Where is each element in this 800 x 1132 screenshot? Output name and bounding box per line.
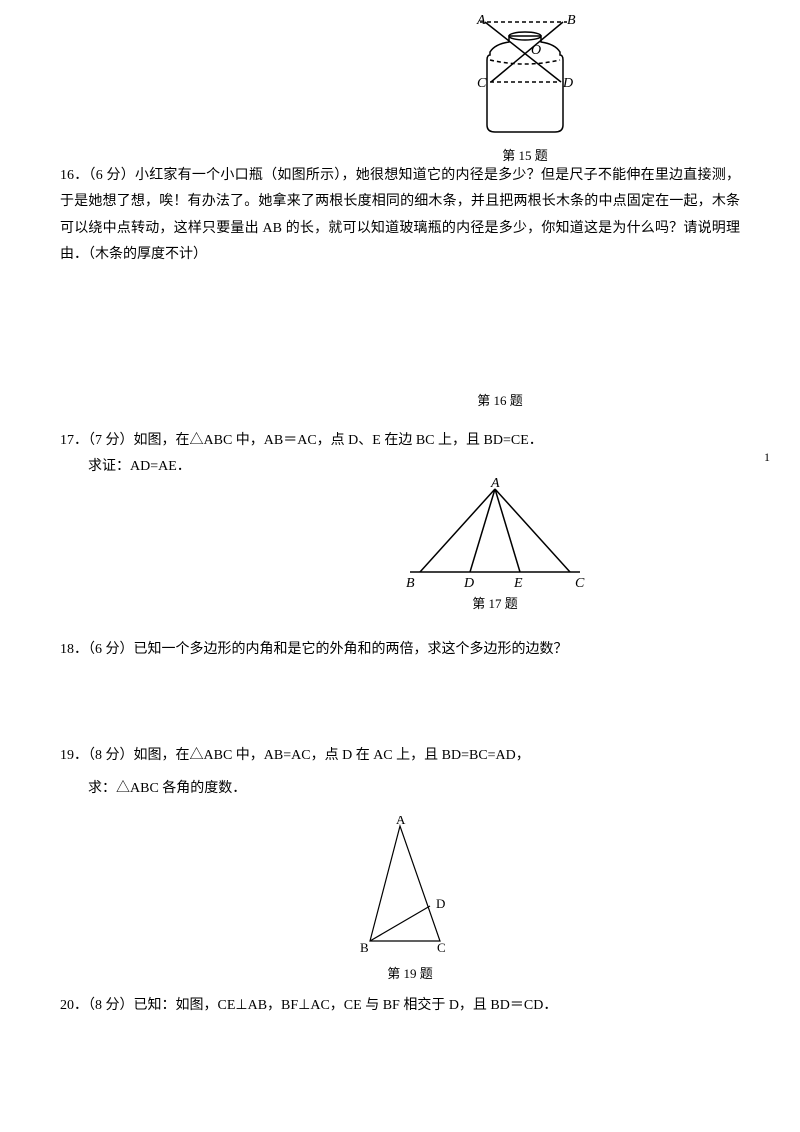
label-C19: C xyxy=(437,940,446,955)
q17-num: 17． xyxy=(60,433,88,448)
q18-num: 18． xyxy=(60,642,88,657)
label-C: C xyxy=(477,76,487,91)
label-A19: A xyxy=(396,816,406,827)
label-D19: D xyxy=(436,896,445,911)
q19-line2: 求：△ABC 各角的度数． xyxy=(88,781,246,796)
q17-points: （7 分） xyxy=(88,433,134,448)
q17-line1: 如图，在△ABC 中，AB＝AC，点 D、E 在边 BC 上，且 BD=CE． xyxy=(134,433,543,448)
label-B17: B xyxy=(406,576,415,591)
figure-16-caption: 第 16 题 xyxy=(440,389,560,414)
q20-num: 20． xyxy=(60,998,88,1013)
triangle-17: A B C D E xyxy=(390,477,600,592)
q18-points: （6 分） xyxy=(88,642,134,657)
figure-17-caption: 第 17 题 xyxy=(472,592,518,617)
question-17: 17．（7 分）如图，在△ABC 中，AB＝AC，点 D、E 在边 BC 上，且… xyxy=(60,428,740,481)
figure-19-caption: 第 19 题 xyxy=(387,962,433,987)
question-18: 18．（6 分）已知一个多边形的内角和是它的外角和的两倍，求这个多边形的边数？ xyxy=(60,637,740,664)
figure-17: A B C D E 第 17 题 xyxy=(380,477,610,617)
q16-text: 小红家有一个小口瓶（如图所示），她很想知道它的内径是多少？但是尺子不能伸在里边直… xyxy=(60,168,740,263)
question-19: 19．（8 分）如图，在△ABC 中，AB=AC，点 D 在 AC 上，且 BD… xyxy=(60,743,740,802)
label-O: O xyxy=(531,43,541,58)
q17-line2: 求证：AD=AE． xyxy=(88,459,191,474)
page-number: 1 xyxy=(764,446,770,469)
label-B19: B xyxy=(360,940,369,955)
label-D17: D xyxy=(463,576,474,591)
label-B: B xyxy=(567,13,576,28)
q19-num: 19． xyxy=(60,748,88,763)
label-C17: C xyxy=(575,576,585,591)
label-D: D xyxy=(562,76,573,91)
question-20: 20．（8 分）已知：如图，CE⊥AB，BF⊥AC，CE 与 BF 相交于 D，… xyxy=(60,993,740,1020)
question-16: 16．（6 分）小红家有一个小口瓶（如图所示），她很想知道它的内径是多少？但是尺… xyxy=(60,163,740,269)
figure-15: A B O C D 第 15 题 xyxy=(440,10,610,169)
q19-points: （8 分） xyxy=(88,748,134,763)
q19-line1: 如图，在△ABC 中，AB=AC，点 D 在 AC 上，且 BD=BC=AD， xyxy=(134,748,530,763)
figure-19: A B C D 第 19 题 xyxy=(320,816,500,987)
q20-points: （8 分） xyxy=(88,998,134,1013)
label-A: A xyxy=(476,13,486,28)
triangle-19: A B C D xyxy=(335,816,485,956)
q16-num: 16． xyxy=(60,168,88,183)
q20-text: 已知：如图，CE⊥AB，BF⊥AC，CE 与 BF 相交于 D，且 BD＝CD． xyxy=(134,998,558,1013)
bottle-diagram: A B O C D xyxy=(455,10,595,140)
label-A17: A xyxy=(490,477,500,491)
q18-text: 已知一个多边形的内角和是它的外角和的两倍，求这个多边形的边数？ xyxy=(134,642,568,657)
label-E17: E xyxy=(513,576,523,591)
q16-points: （6 分） xyxy=(88,168,134,183)
